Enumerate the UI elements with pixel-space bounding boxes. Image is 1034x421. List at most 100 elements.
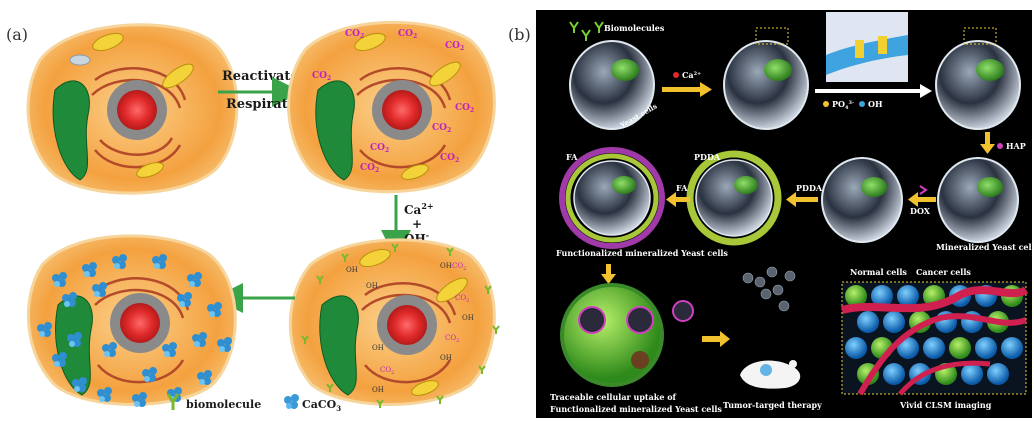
biomolecule-marker — [316, 275, 324, 284]
svg-text:PDDA: PDDA — [796, 183, 823, 193]
svg-text:CO2: CO2 — [398, 29, 417, 40]
caco3-cluster — [132, 392, 147, 407]
clsm-cell — [883, 311, 905, 333]
panel-a-label: (a) — [6, 25, 28, 44]
arrow-po4-oh: PO43- OH — [815, 84, 932, 111]
biomolecules-label: Biomolecules — [604, 23, 665, 33]
svg-text:CO2: CO2 — [432, 123, 451, 134]
svg-text:OH: OH — [372, 386, 384, 394]
mitochondrion — [92, 32, 124, 52]
legend-biomolecule-label: biomolecule — [186, 398, 261, 411]
caco3-cluster — [217, 337, 232, 352]
caco3-cluster — [37, 322, 52, 337]
clsm-cell — [883, 363, 905, 385]
biomolecule-markers — [301, 243, 500, 408]
legend: biomolecule CaCO3 — [166, 393, 341, 413]
biomolecules-cluster — [569, 21, 604, 41]
clsm-cell — [961, 363, 983, 385]
svg-text:Ca2+: Ca2+ — [404, 201, 434, 217]
clsm-cell — [845, 285, 867, 307]
traceable-label-2: Functionalized mineralized Yeast cells — [550, 404, 722, 414]
yeast-cell-1 — [569, 40, 655, 130]
yeast-cell-pdda — [686, 150, 782, 246]
svg-text:OH: OH — [440, 262, 452, 270]
fa-ring-label: FA — [566, 152, 578, 162]
clsm-cell — [1001, 337, 1023, 359]
normal-cells-label: Normal cells — [850, 267, 907, 277]
caco3-cluster — [207, 302, 222, 317]
caco3-cluster — [162, 342, 177, 357]
arrow-to-therapy — [702, 331, 730, 347]
svg-text:CO2: CO2 — [360, 163, 379, 174]
svg-text:CO2: CO2 — [312, 71, 331, 82]
svg-text:OH: OH — [372, 344, 384, 352]
svg-text:HAP: HAP — [1006, 141, 1026, 151]
cell-mineralized — [26, 234, 237, 407]
biomolecule-marker — [478, 365, 486, 374]
caco3-cluster — [62, 292, 77, 307]
tumor-therapy-label: Tumor-targed therapy — [723, 400, 822, 410]
svg-text:CO2: CO2 — [445, 41, 464, 52]
svg-text:FA: FA — [676, 183, 688, 193]
yeast-cell-3 — [935, 27, 1021, 130]
svg-text:OH: OH — [868, 99, 883, 109]
biomolecule-icon — [166, 393, 180, 410]
svg-text:PO43-: PO43- — [832, 99, 854, 111]
caco3-cluster — [72, 377, 87, 392]
biomolecule-marker — [376, 399, 384, 408]
svg-text:CO2: CO2 — [445, 334, 459, 344]
svg-text:OH: OH — [440, 354, 452, 362]
caco3-cluster — [97, 387, 112, 402]
clsm-cell — [897, 337, 919, 359]
caco3-cluster — [92, 282, 107, 297]
arrow-down-uptake — [601, 264, 616, 284]
membrane-zoom-inset — [826, 12, 908, 82]
svg-text:DOX: DOX — [910, 206, 931, 216]
mineralized-label: Mineralized Yeast cells — [936, 242, 1034, 252]
yeast-cell-functionalized — [559, 147, 665, 249]
caco3-cluster — [102, 342, 117, 357]
caco3-cluster — [67, 332, 82, 347]
caco3-cluster — [152, 254, 167, 269]
caco3-cluster — [52, 272, 67, 287]
panel-a: (a) Reactivated Respiration — [6, 20, 500, 413]
svg-text:OH: OH — [462, 314, 474, 322]
biomolecule-marker — [301, 335, 309, 344]
clsm-cell — [987, 363, 1009, 385]
functionalized-label: Functionalized mineralized Yeast cells — [556, 248, 728, 258]
caco3-cluster — [192, 332, 207, 347]
cell-biomolecule-bound: OH OH OH OH OH OH OH CO2 CO2 CO2 CO2 — [288, 238, 500, 408]
clsm-cell — [845, 337, 867, 359]
svg-text:CO2: CO2 — [440, 153, 459, 164]
cancer-cell-uptake — [560, 283, 694, 387]
svg-text:+: + — [412, 217, 422, 231]
clsm-cell — [949, 337, 971, 359]
caco3-cluster — [177, 292, 192, 307]
arrow-pdda: PDDA — [786, 183, 823, 207]
caco3-icon — [284, 394, 299, 409]
clsm-cell — [857, 311, 879, 333]
clsm-image — [840, 281, 1029, 396]
svg-text:OH: OH — [366, 282, 378, 290]
svg-text:CO2: CO2 — [370, 143, 389, 154]
svg-text:CO2: CO2 — [452, 262, 466, 272]
clsm-cell — [923, 337, 945, 359]
yeast-cell-mineralized — [937, 157, 1019, 243]
traceable-label-1: Traceable cellular uptake of — [550, 392, 677, 402]
pdda-ring-label: PDDA — [694, 152, 721, 162]
panel-b: (b) Biomolecules Yeast cells Ca2+ — [508, 10, 1034, 418]
svg-text:CO2: CO2 — [380, 366, 394, 376]
clsm-label: Vivid CLSM imaging — [899, 400, 992, 410]
caco3-clusters — [37, 254, 232, 407]
clsm-cell — [871, 285, 893, 307]
caco3-cluster — [187, 272, 202, 287]
biomolecule-marker — [436, 395, 444, 404]
clsm-cell — [897, 285, 919, 307]
biomolecule-marker — [484, 285, 492, 294]
caco3-cluster — [82, 262, 97, 277]
caco3-cluster — [142, 367, 157, 382]
mouse-illustration — [740, 266, 801, 389]
biomolecule-marker — [391, 243, 399, 252]
svg-text:CO2: CO2 — [455, 103, 474, 114]
caco3-cluster — [112, 254, 127, 269]
